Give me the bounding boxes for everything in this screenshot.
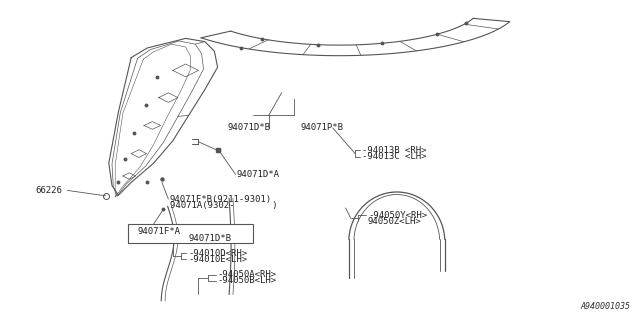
Text: 94050Z<LH>: 94050Z<LH>: [368, 217, 422, 226]
Text: 94071F*B(9211-9301): 94071F*B(9211-9301): [170, 195, 272, 204]
Text: -94013C <LH>: -94013C <LH>: [362, 152, 426, 161]
Text: 94071D*B: 94071D*B: [189, 234, 232, 243]
Text: -94010D<RH>: -94010D<RH>: [189, 249, 248, 258]
Text: 94071A(9302-       ): 94071A(9302- ): [170, 201, 277, 210]
Text: -94010E<LH>: -94010E<LH>: [189, 255, 248, 264]
Text: 94071D*B: 94071D*B: [227, 124, 270, 132]
Text: -94050B<LH>: -94050B<LH>: [218, 276, 276, 285]
Text: -94050A<RH>: -94050A<RH>: [218, 270, 276, 279]
Bar: [128, 224, 253, 243]
Text: -94050Y<RH>: -94050Y<RH>: [368, 211, 427, 220]
Text: 94071D*A: 94071D*A: [237, 170, 280, 179]
Text: 94071F*A: 94071F*A: [138, 227, 180, 236]
Text: 66226: 66226: [35, 186, 62, 195]
Text: A940001035: A940001035: [580, 302, 630, 311]
Text: -94013B <RH>: -94013B <RH>: [362, 146, 426, 155]
Text: 94071P*B: 94071P*B: [301, 124, 344, 132]
